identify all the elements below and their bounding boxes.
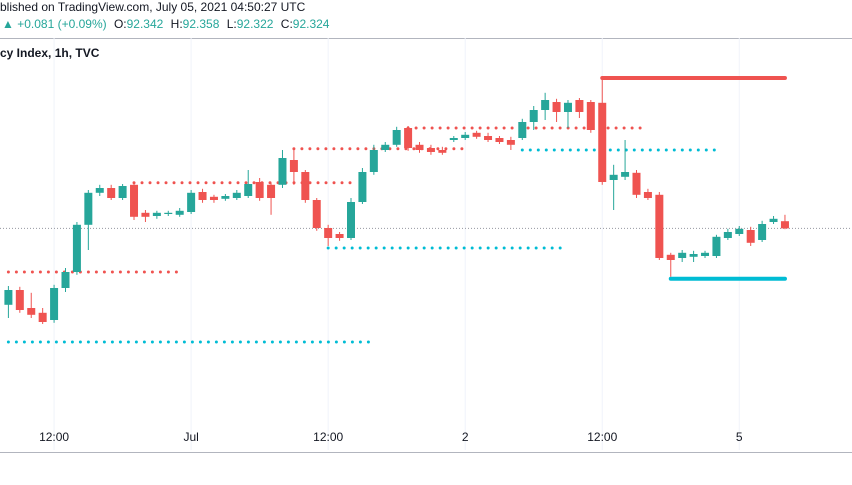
candle-body bbox=[72, 224, 81, 272]
candle-body bbox=[655, 194, 664, 258]
x-tick-label: 2 bbox=[462, 430, 469, 444]
ohlc-value: 92.324 bbox=[293, 17, 330, 31]
candle-body bbox=[347, 202, 355, 238]
candle-body bbox=[335, 234, 344, 238]
candle-body bbox=[735, 228, 744, 234]
ohlc-label: C: bbox=[281, 17, 293, 31]
candle-body bbox=[209, 196, 218, 200]
candle-body bbox=[324, 228, 333, 238]
candle-body bbox=[95, 188, 104, 193]
candle-body bbox=[632, 172, 641, 195]
candle-body bbox=[301, 172, 310, 200]
candle-body bbox=[392, 130, 401, 145]
candle-body bbox=[586, 102, 595, 130]
candle-body bbox=[267, 184, 276, 198]
candle-body bbox=[84, 192, 93, 225]
candle-body bbox=[141, 212, 150, 217]
candle-body bbox=[712, 236, 721, 256]
candle-body bbox=[449, 138, 458, 140]
candle-body bbox=[643, 192, 652, 198]
candle-body bbox=[50, 288, 59, 320]
candle-body bbox=[541, 100, 550, 110]
candle-body bbox=[609, 174, 618, 180]
candle-body bbox=[552, 102, 561, 112]
candle-body bbox=[723, 232, 732, 238]
candle-body bbox=[701, 252, 710, 256]
candle-body bbox=[4, 290, 13, 305]
price-change: ▲ +0.081 (+0.09%) bbox=[2, 17, 107, 31]
candle-body bbox=[381, 144, 390, 150]
candle-body bbox=[780, 221, 789, 229]
candle-body bbox=[221, 196, 230, 199]
x-axis: 12:00 Jul 12:00 2 12:00 5 bbox=[39, 430, 743, 444]
candles bbox=[4, 78, 789, 324]
candle-body bbox=[484, 136, 493, 140]
candle-body bbox=[255, 182, 264, 198]
candle-body bbox=[461, 134, 470, 138]
candle-body bbox=[518, 122, 527, 138]
x-tick-label: 12:00 bbox=[39, 430, 69, 444]
ohlc-value: 92.358 bbox=[183, 17, 220, 31]
candle-body bbox=[198, 192, 207, 200]
ohlc-value: 92.342 bbox=[127, 17, 164, 31]
candle-body bbox=[506, 140, 515, 145]
candle-body bbox=[289, 160, 298, 172]
candle-body bbox=[107, 188, 116, 198]
candle-body bbox=[529, 110, 538, 122]
x-tick-label: 5 bbox=[736, 430, 743, 444]
publish-note: blished on TradingView.com, July 05, 202… bbox=[0, 0, 306, 14]
candle-body bbox=[15, 290, 24, 310]
candle-body bbox=[369, 150, 378, 172]
candle-body bbox=[621, 172, 630, 177]
candle-body bbox=[438, 150, 447, 153]
candle-body bbox=[232, 192, 241, 198]
candle-body bbox=[130, 184, 139, 217]
candle-body bbox=[61, 272, 70, 288]
candle-body bbox=[769, 218, 778, 222]
candle-body bbox=[152, 212, 161, 216]
candle-body bbox=[415, 144, 424, 150]
candle-body bbox=[27, 308, 36, 315]
ohlc-value: 92.322 bbox=[237, 17, 274, 31]
ohlc-label: L: bbox=[227, 17, 237, 31]
candle-body bbox=[678, 252, 687, 258]
candle-body bbox=[118, 186, 127, 198]
candle-body bbox=[598, 102, 607, 182]
x-tick-label: 12:00 bbox=[313, 430, 343, 444]
price-summary: ▲ +0.081 (+0.09%) O:92.342 H:92.358 L:92… bbox=[2, 17, 330, 31]
candle-body bbox=[563, 102, 572, 112]
candle-body bbox=[426, 148, 435, 152]
levels bbox=[6, 76, 787, 344]
candle-body bbox=[575, 100, 584, 112]
candle-body bbox=[746, 230, 755, 243]
x-tick-label: Jul bbox=[183, 430, 198, 444]
candle-body bbox=[187, 192, 196, 212]
candle-body bbox=[175, 210, 184, 215]
x-tick-label: 12:00 bbox=[587, 430, 617, 444]
candle-body bbox=[244, 184, 253, 196]
candle-body bbox=[495, 138, 504, 142]
candle-body bbox=[758, 224, 767, 240]
candle-body bbox=[358, 172, 367, 202]
ohlc-label: H: bbox=[171, 17, 183, 31]
chart-title: cy Index, 1h, TVC bbox=[0, 46, 100, 60]
candle-body bbox=[689, 254, 698, 257]
candle-body bbox=[312, 200, 321, 228]
candle-body bbox=[38, 312, 47, 322]
ohlc-label: O: bbox=[114, 17, 127, 31]
candle-body bbox=[666, 254, 675, 260]
candle-body bbox=[472, 132, 481, 137]
candle-body bbox=[278, 158, 287, 185]
candle-body bbox=[404, 128, 413, 148]
candle-body bbox=[164, 212, 173, 214]
